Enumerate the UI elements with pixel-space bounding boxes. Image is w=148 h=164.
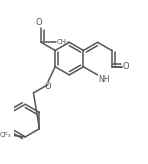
Text: O: O: [123, 62, 129, 71]
Text: CF₃: CF₃: [0, 132, 11, 138]
Text: NH: NH: [98, 75, 110, 84]
Text: O: O: [35, 18, 42, 27]
Text: O: O: [44, 82, 51, 91]
Text: CH₃: CH₃: [56, 39, 69, 45]
